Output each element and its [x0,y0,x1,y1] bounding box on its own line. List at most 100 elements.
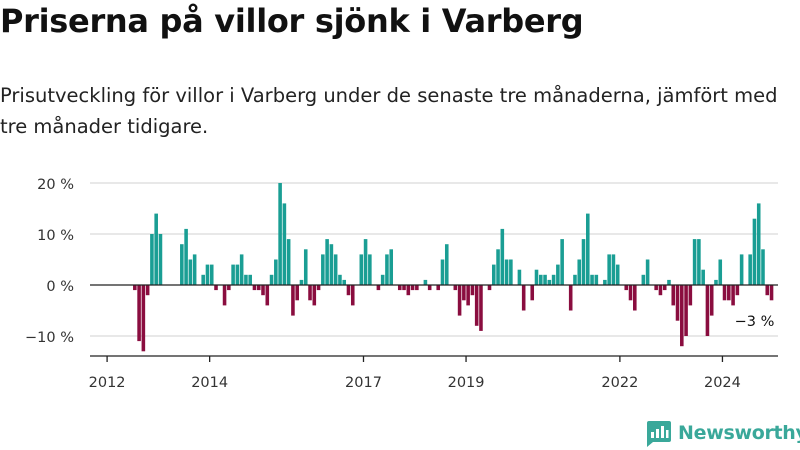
bar [363,239,368,285]
x-tick-label: 2012 [89,375,126,391]
bar [500,228,505,285]
bar [688,285,693,306]
bar [581,239,586,285]
bar [214,285,218,291]
bar [137,285,141,342]
bar [756,203,761,285]
bar-series [133,183,774,352]
bar [509,259,513,285]
bar [487,285,492,291]
bar [291,285,295,316]
bar [547,279,552,285]
brand-name: Newsworthy [678,422,800,444]
bar [453,285,458,291]
bar [692,239,697,285]
bar [141,285,146,352]
bar [457,285,462,316]
bar [145,285,150,296]
bar [551,274,556,285]
bar [278,183,282,285]
grid-lines [90,182,778,337]
bar [658,285,663,296]
bar [440,259,445,285]
x-tick-label: 2019 [448,375,485,391]
bar [624,285,629,291]
bar [603,279,607,285]
bar [675,285,680,321]
bar [406,285,411,296]
bar [667,279,671,285]
newsworthy-brand[interactable]: Newsworthy [644,418,800,448]
y-tick-label: −10 % [25,330,74,346]
bar [231,264,235,285]
bar [397,285,402,291]
bar [462,285,466,301]
bar [466,285,470,306]
bar [628,285,633,301]
bar [761,249,765,285]
bar [402,285,406,291]
bar [333,254,338,285]
x-tick-label: 2014 [191,375,228,391]
bar [256,285,261,291]
bar [538,274,543,285]
bar [227,285,231,291]
bar [709,285,714,316]
bar [765,285,770,296]
bar [269,274,274,285]
bar [560,239,564,285]
bar [338,274,342,285]
bar [577,259,582,285]
bar [180,244,184,285]
y-tick-label: 0 % [46,279,74,295]
bar [415,285,419,291]
bar [718,259,723,285]
bar [586,213,590,285]
bar [308,285,312,301]
bar [192,254,197,285]
bar [641,274,646,285]
bar [222,285,227,306]
bar [359,254,364,285]
bar [385,254,389,285]
bar [517,269,522,285]
bar [752,218,757,285]
bar [534,269,539,285]
bar [491,264,496,285]
bar [154,213,158,285]
bar [568,285,573,311]
x-tick-label: 2017 [345,375,382,391]
bar [684,285,688,336]
bar [594,274,599,285]
bar [209,264,214,285]
bar [342,279,346,285]
y-tick-label: 10 % [37,228,74,244]
bar [239,254,244,285]
bar [697,239,701,285]
bar [735,285,740,296]
bar [748,254,752,285]
bar [184,228,188,285]
bar [201,274,205,285]
bar [368,254,372,285]
bar [590,274,594,285]
bar [470,285,475,296]
bar [299,279,304,285]
bar [235,264,240,285]
bar [248,274,252,285]
newsworthy-logo-icon [647,421,671,447]
bar [150,234,154,285]
bar [286,239,291,285]
bar [556,264,560,285]
bar [504,259,509,285]
bar [444,244,449,285]
bar [496,249,500,285]
bar [295,285,299,301]
chart-title: Priserna på villor sjönk i Varberg [0,2,584,40]
bar [769,285,774,301]
bar [329,244,334,285]
x-tick-label: 2022 [601,375,638,391]
bar [350,285,355,306]
bar [274,259,278,285]
